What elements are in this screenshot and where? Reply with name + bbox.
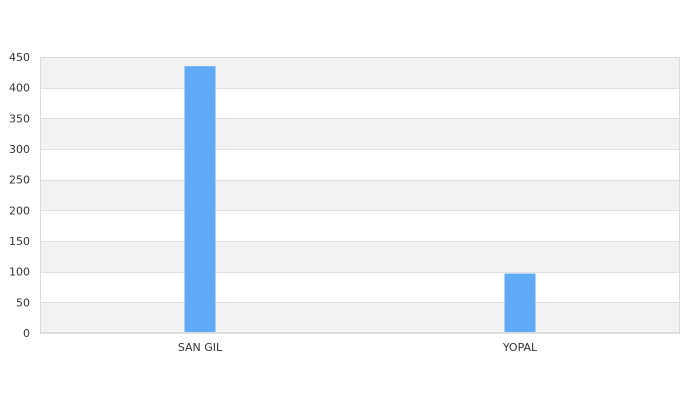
y-tick-label: 100 bbox=[9, 266, 30, 279]
bar-yopal[interactable] bbox=[504, 273, 536, 333]
x-axis-ticks: SAN GIL YOPAL bbox=[178, 341, 538, 354]
y-tick-label: 350 bbox=[9, 112, 30, 125]
plot-frame bbox=[40, 57, 680, 333]
y-tick-label: 400 bbox=[9, 82, 30, 95]
y-tick-label: 300 bbox=[9, 143, 30, 156]
x-tick-label: YOPAL bbox=[502, 341, 538, 354]
plot-border bbox=[40, 57, 680, 333]
x-tick-label: SAN GIL bbox=[178, 341, 223, 354]
y-tick-label: 0 bbox=[23, 327, 30, 340]
y-tick-label: 50 bbox=[16, 296, 30, 309]
bar-san-gil[interactable] bbox=[184, 66, 216, 333]
grid-band bbox=[40, 57, 680, 88]
y-tick-label: 450 bbox=[9, 51, 30, 64]
alternating-bands bbox=[40, 57, 680, 333]
grid-band bbox=[40, 179, 680, 211]
y-tick-label: 150 bbox=[9, 235, 30, 248]
y-tick-label: 200 bbox=[9, 204, 30, 217]
grid-band bbox=[40, 302, 680, 333]
grid-band bbox=[40, 241, 680, 272]
y-axis-ticks: 0 50 100 150 200 250 300 350 400 450 bbox=[9, 51, 30, 340]
y-tick-label: 250 bbox=[9, 174, 30, 187]
bars bbox=[184, 66, 536, 333]
grid-band bbox=[40, 118, 680, 149]
